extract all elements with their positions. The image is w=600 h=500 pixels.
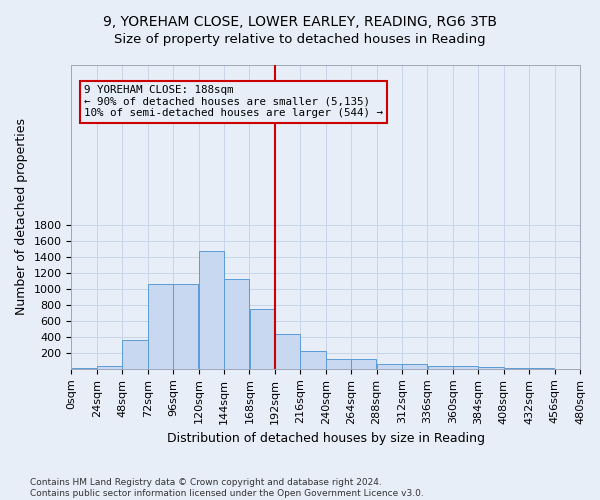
X-axis label: Distribution of detached houses by size in Reading: Distribution of detached houses by size … — [167, 432, 485, 445]
Bar — [402, 364, 427, 369]
Bar — [199, 252, 224, 369]
Bar — [173, 284, 199, 369]
Bar — [275, 334, 300, 369]
Bar — [453, 366, 478, 369]
Bar — [97, 366, 122, 369]
Text: 9 YOREHAM CLOSE: 188sqm
← 90% of detached houses are smaller (5,135)
10% of semi: 9 YOREHAM CLOSE: 188sqm ← 90% of detache… — [84, 85, 383, 118]
Bar — [326, 359, 351, 369]
Bar — [377, 364, 402, 369]
Text: 9, YOREHAM CLOSE, LOWER EARLEY, READING, RG6 3TB: 9, YOREHAM CLOSE, LOWER EARLEY, READING,… — [103, 15, 497, 29]
Text: Size of property relative to detached houses in Reading: Size of property relative to detached ho… — [114, 32, 486, 46]
Bar — [71, 368, 97, 369]
Bar — [351, 359, 376, 369]
Bar — [504, 368, 529, 369]
Y-axis label: Number of detached properties: Number of detached properties — [15, 118, 28, 316]
Bar — [250, 309, 275, 369]
Bar — [428, 366, 452, 369]
Bar — [224, 280, 249, 369]
Text: Contains HM Land Registry data © Crown copyright and database right 2024.
Contai: Contains HM Land Registry data © Crown c… — [30, 478, 424, 498]
Bar — [301, 351, 326, 369]
Bar — [478, 367, 503, 369]
Bar — [122, 340, 148, 369]
Bar — [148, 284, 173, 369]
